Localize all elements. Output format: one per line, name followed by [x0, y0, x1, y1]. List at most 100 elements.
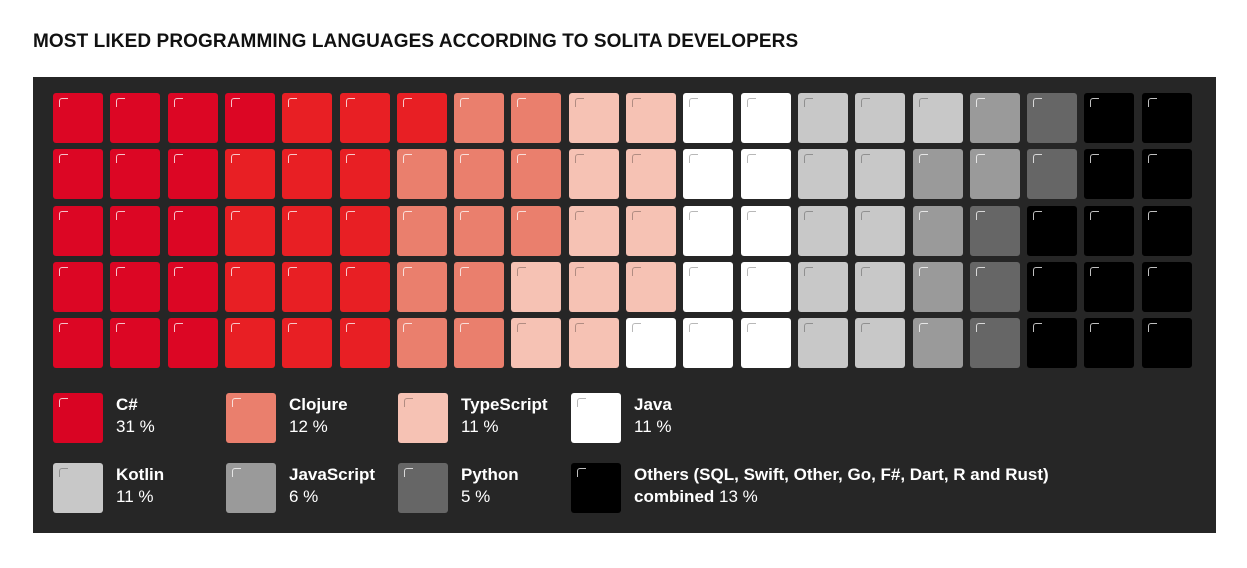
- waffle-cell-kotlin: [855, 205, 906, 256]
- legend-swatch-clojure: [226, 393, 276, 443]
- waffle-cell-others: [1084, 318, 1135, 369]
- waffle-cell-c-: [224, 205, 275, 256]
- waffle-cell-c-: [339, 205, 390, 256]
- waffle-cell-java: [683, 261, 734, 312]
- waffle-cell-clojure: [454, 205, 505, 256]
- waffle-cell-clojure: [511, 93, 562, 143]
- waffle-cell-javascript: [912, 318, 963, 369]
- waffle-cell-clojure: [454, 318, 505, 369]
- waffle-cell-others: [1084, 149, 1135, 200]
- waffle-cell-c-: [224, 149, 275, 200]
- waffle-cell-others: [1141, 205, 1192, 256]
- waffle-cell-c-: [167, 261, 218, 312]
- legend-label-others-line2: combined: [634, 487, 715, 506]
- waffle-cell-java: [683, 205, 734, 256]
- waffle-cell-kotlin: [912, 93, 963, 143]
- legend-swatch-csharp: [53, 393, 103, 443]
- waffle-cell-c-: [282, 93, 333, 143]
- waffle-cell-c-: [282, 261, 333, 312]
- waffle-cell-kotlin: [797, 149, 848, 200]
- waffle-cell-java: [626, 318, 676, 369]
- waffle-cell-clojure: [454, 149, 505, 200]
- waffle-cell-kotlin: [797, 93, 848, 143]
- waffle-cell-c-: [339, 93, 390, 143]
- waffle-cell-c-: [282, 318, 333, 369]
- waffle-cell-typescript: [626, 93, 676, 143]
- waffle-cell-javascript: [912, 149, 963, 200]
- chart-title: MOST LIKED PROGRAMMING LANGUAGES ACCORDI…: [33, 31, 799, 52]
- waffle-cell-clojure: [396, 261, 447, 312]
- waffle-cell-c-: [53, 93, 103, 143]
- waffle-cell-c-: [53, 149, 103, 200]
- waffle-cell-kotlin: [797, 318, 848, 369]
- waffle-cell-typescript: [568, 149, 619, 200]
- waffle-cell-c-: [224, 261, 275, 312]
- waffle-cell-c-: [167, 205, 218, 256]
- waffle-cell-c-: [282, 149, 333, 200]
- waffle-cell-typescript: [568, 261, 619, 312]
- waffle-cell-python: [969, 318, 1020, 369]
- legend-percent-clojure: 12 %: [289, 417, 328, 436]
- waffle-cell-c-: [53, 261, 103, 312]
- waffle-cell-javascript: [969, 93, 1020, 143]
- waffle-cell-clojure: [511, 149, 562, 200]
- waffle-cell-c-: [224, 318, 275, 369]
- waffle-cell-typescript: [626, 205, 676, 256]
- legend-percent-java: 11 %: [634, 417, 672, 436]
- legend-percent-python: 5 %: [461, 487, 491, 506]
- legend-swatch-python: [398, 463, 448, 513]
- waffle-cell-c-: [53, 205, 103, 256]
- waffle-cell-c-: [282, 205, 333, 256]
- waffle-cell-c-: [53, 318, 103, 369]
- waffle-cell-c-: [110, 149, 161, 200]
- waffle-cell-python: [1027, 149, 1078, 200]
- waffle-cell-java: [683, 149, 734, 200]
- waffle-cell-java: [740, 149, 791, 200]
- waffle-cell-kotlin: [797, 261, 848, 312]
- legend-swatch-typescript: [398, 393, 448, 443]
- legend-swatch-others: [571, 463, 621, 513]
- legend-percent-typescript: 11 %: [461, 417, 499, 436]
- waffle-cell-java: [740, 261, 791, 312]
- waffle-cell-clojure: [511, 205, 562, 256]
- waffle-cell-java: [740, 205, 791, 256]
- waffle-cell-c-: [339, 149, 390, 200]
- waffle-cell-typescript: [568, 93, 619, 143]
- legend-label-javascript: JavaScript: [289, 465, 375, 484]
- legend-percent-kotlin: 11 %: [116, 487, 154, 506]
- waffle-cell-javascript: [969, 149, 1020, 200]
- waffle-cell-others: [1141, 93, 1192, 143]
- waffle-cell-c-: [110, 318, 161, 369]
- waffle-cell-others: [1084, 205, 1135, 256]
- legend-label-typescript: TypeScript: [461, 395, 548, 414]
- waffle-cell-others: [1141, 318, 1192, 369]
- waffle-cell-kotlin: [855, 93, 906, 143]
- waffle-cell-python: [969, 261, 1020, 312]
- waffle-cell-typescript: [626, 261, 676, 312]
- waffle-cell-c-: [167, 318, 218, 369]
- waffle-cell-java: [683, 318, 734, 369]
- waffle-cell-c-: [339, 318, 390, 369]
- legend-percent-csharp: 31 %: [116, 417, 155, 436]
- legend-swatch-java: [571, 393, 621, 443]
- waffle-cell-typescript: [568, 318, 619, 369]
- waffle-cell-clojure: [396, 149, 447, 200]
- legend-label-others: Others (SQL, Swift, Other, Go, F#, Dart,…: [634, 465, 1049, 484]
- legend-percent-javascript: 6 %: [289, 487, 319, 506]
- waffle-cell-typescript: [568, 205, 619, 256]
- waffle-cell-python: [969, 205, 1020, 256]
- waffle-cell-kotlin: [855, 261, 906, 312]
- waffle-cell-typescript: [626, 149, 676, 200]
- waffle-cell-javascript: [912, 205, 963, 256]
- waffle-cell-clojure: [454, 261, 505, 312]
- waffle-cell-clojure: [454, 93, 505, 143]
- waffle-cell-others: [1027, 261, 1078, 312]
- waffle-cell-javascript: [912, 261, 963, 312]
- waffle-cell-c-: [110, 93, 161, 143]
- waffle-cell-typescript: [511, 261, 562, 312]
- waffle-cell-kotlin: [855, 318, 906, 369]
- waffle-cell-c-: [167, 93, 218, 143]
- waffle-cell-java: [683, 93, 734, 143]
- waffle-grid: [33, 77, 1216, 387]
- waffle-cell-c-: [396, 93, 447, 143]
